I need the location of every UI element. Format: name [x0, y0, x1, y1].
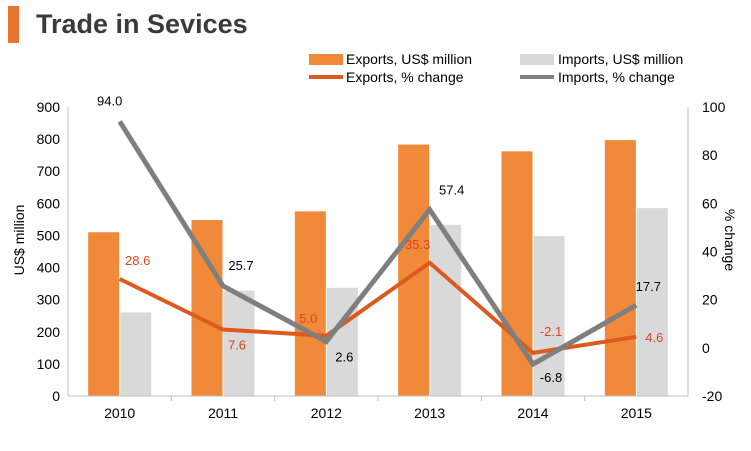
data-label-imports-pct-2014: -6.8	[540, 370, 562, 385]
bar-imports-2010	[120, 312, 152, 396]
y-tick-label: 300	[37, 292, 61, 308]
y-tick-label: 700	[37, 163, 61, 179]
y2-tick-label: 40	[702, 244, 718, 260]
data-label-exports-pct-2011: 7.6	[228, 338, 246, 353]
data-label-imports-pct-2015: 17.7	[636, 279, 661, 294]
data-label-imports-pct-2013: 57.4	[439, 183, 464, 198]
y-tick-label: 600	[37, 195, 61, 211]
axes	[67, 107, 689, 401]
y2-tick-label: 60	[702, 195, 718, 211]
title-accent-bar	[8, 6, 19, 43]
line-imports-pct-change	[117, 120, 638, 368]
chart-title: Trade in Sevices	[36, 9, 248, 39]
bar-exports-2013	[398, 144, 430, 396]
y-tick-label: 900	[37, 99, 61, 115]
x-tick-label: 2012	[311, 405, 342, 421]
data-label-imports-pct-2011: 25.7	[228, 258, 253, 273]
data-labels: 28.6 7.6 5.0 35.3 -2.1 4.6 94.0 25.7 2.6 57.4 -6.8…	[97, 93, 663, 385]
x-tick-label: 2011	[208, 405, 238, 421]
legend-label-exports-line: Exports, % change	[346, 69, 464, 85]
y-axis-title: US$ million	[11, 205, 27, 276]
x-tick-label: 2015	[621, 405, 652, 421]
y2-tick-label: 80	[702, 147, 718, 163]
legend-swatch-imports-bar	[520, 54, 554, 65]
y2-tick-label: 0	[702, 340, 710, 356]
bar-imports-2014	[533, 236, 565, 396]
y2-axis-ticks: -20 0 20 40 60 80 100	[702, 99, 726, 404]
series-lines	[117, 120, 638, 368]
legend-label-imports-line: Imports, % change	[558, 69, 675, 85]
y2-tick-label: 100	[702, 99, 726, 115]
bar-exports-2010	[88, 232, 120, 396]
y2-tick-label: -20	[702, 388, 722, 404]
bar-exports-2015	[604, 140, 636, 396]
y-tick-label: 400	[37, 260, 61, 276]
data-label-exports-pct-2012: 5.0	[299, 311, 317, 326]
line-exports-pct-change	[118, 260, 637, 356]
data-label-exports-pct-2015: 4.6	[645, 330, 663, 345]
bar-imports-2015	[636, 208, 668, 396]
x-tick-label: 2013	[414, 405, 445, 421]
y-tick-label: 100	[37, 356, 61, 372]
y-tick-label: 0	[52, 388, 60, 404]
legend-swatch-exports-bar	[309, 54, 343, 65]
legend-label-exports-bar: Exports, US$ million	[346, 51, 472, 67]
bar-imports-2011	[223, 290, 255, 396]
x-axis-ticks: 2010 2011 2012 2013 2014 2015	[104, 405, 652, 421]
x-tick-label: 2010	[104, 405, 135, 421]
y-axis-ticks: 0 100 200 300 400 500 600 700 800 900	[37, 99, 61, 404]
data-label-imports-pct-2010: 94.0	[97, 93, 122, 108]
data-label-exports-pct-2014: -2.1	[540, 324, 562, 339]
y-tick-label: 200	[37, 324, 61, 340]
legend-label-imports-bar: Imports, US$ million	[558, 51, 683, 67]
y-tick-label: 500	[37, 227, 61, 243]
bar-exports-2011	[191, 220, 223, 396]
bar-exports-2012	[294, 211, 326, 396]
x-tick-label: 2014	[517, 405, 548, 421]
data-label-exports-pct-2013: 35.3	[405, 237, 430, 252]
y2-tick-label: 20	[702, 292, 718, 308]
data-label-imports-pct-2012: 2.6	[335, 350, 353, 365]
y2-axis-title: % change	[722, 209, 738, 271]
data-label-exports-pct-2010: 28.6	[125, 253, 150, 268]
bars	[88, 140, 668, 396]
y-tick-label: 800	[37, 131, 61, 147]
legend: Exports, US$ million Imports, US$ millio…	[309, 51, 683, 85]
